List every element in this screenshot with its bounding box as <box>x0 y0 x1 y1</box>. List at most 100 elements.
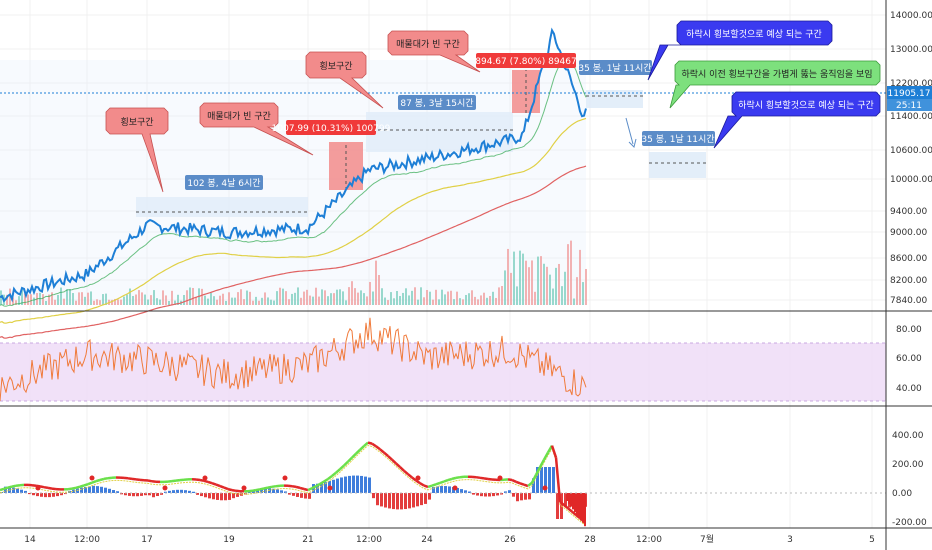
macd-hist-bar <box>444 486 447 493</box>
macd-hist-bar <box>384 493 387 508</box>
volume-bar <box>390 292 392 305</box>
macd-segment <box>550 445 558 458</box>
macd-hist-bar <box>364 476 367 493</box>
macd-hist-bar <box>32 493 35 496</box>
volume-bar <box>42 294 44 305</box>
volume-bar <box>387 300 389 305</box>
macd-segment <box>39 485 45 489</box>
macd-hist-bar <box>108 488 111 493</box>
volume-bar <box>120 299 122 305</box>
macd-segment <box>87 481 93 486</box>
volume-bar <box>396 291 398 305</box>
price-line <box>0 27 587 303</box>
volume-bar <box>360 290 362 305</box>
macd-hist-bar <box>356 475 359 493</box>
last-price-tag <box>887 86 932 99</box>
move-label-1-text: 1007.99 (10.31%) 100799 <box>272 124 391 134</box>
macd-hist-bar <box>504 491 507 493</box>
macd-segment <box>351 452 357 459</box>
volume-bar <box>474 296 476 305</box>
macd-segment <box>7 485 13 489</box>
volume-bar <box>513 251 515 305</box>
macd-hist-bar <box>572 493 574 510</box>
price-axis: 14000.00 13000.00 12200.00 11400.00 10600.00… <box>890 11 932 306</box>
volume-bar <box>447 291 449 305</box>
macd-segment <box>331 471 337 477</box>
volume-bar <box>432 299 434 305</box>
volume-bar <box>342 291 344 305</box>
volume-bar <box>48 294 50 305</box>
macd-hist-bar <box>152 493 155 498</box>
range-label-1-text: 102 봉, 4날 6시간 <box>187 178 260 189</box>
volume-bar <box>417 299 419 305</box>
volume-bar <box>528 267 530 305</box>
volume-bar <box>57 294 59 305</box>
volume-bar <box>483 292 485 305</box>
macd-segment <box>475 475 481 480</box>
volume-bar <box>174 300 176 305</box>
volume-bar <box>219 295 221 305</box>
last-price-text: 11905.17 <box>888 89 931 99</box>
macd-segment <box>299 486 305 491</box>
measure-lines <box>136 70 706 213</box>
volume-bar <box>162 290 164 305</box>
volume-bar <box>222 293 224 305</box>
volume-bar <box>372 291 374 305</box>
volume-bar <box>519 250 521 305</box>
volume-bar <box>348 287 350 305</box>
macd-segment <box>399 466 405 472</box>
macd-segment <box>435 481 441 486</box>
macd-hist-bar <box>104 487 107 493</box>
volume-bar <box>561 286 563 305</box>
volume-bar <box>516 286 518 305</box>
macd-segment <box>51 487 57 491</box>
volume-bar <box>264 292 266 305</box>
volume-bar <box>237 292 239 305</box>
macd-hist-bar <box>12 487 15 493</box>
macd-hist-bar <box>28 493 31 495</box>
volume-bar <box>54 299 56 305</box>
macd-hist-bar <box>566 493 568 501</box>
macd-hist-bar <box>570 493 572 507</box>
price-tick-label: 7840.00 <box>890 296 927 306</box>
macd-hist-bar <box>216 493 219 500</box>
callout-sell-wall-2-text: 매물대가 빈 구간 <box>396 39 460 50</box>
price-tick-label: 9400.00 <box>890 207 927 217</box>
macd-segment <box>211 482 217 486</box>
macd-segment <box>263 486 269 490</box>
callout-consolidation-2: 횡보구간 <box>305 51 384 109</box>
macd-hist-bar <box>300 493 303 498</box>
macd-segment <box>391 458 397 465</box>
macd-segment <box>99 477 105 482</box>
volume-bar <box>477 299 479 305</box>
callout-forecast-2-text: 하락시 이전 횡보구간을 가볍게 뚫는 움직임을 보임 <box>681 68 872 80</box>
volume-bar <box>411 290 413 305</box>
macd-hist-bar <box>224 493 227 501</box>
macd-hist-bar <box>272 488 275 493</box>
macd-segment <box>530 474 538 484</box>
volume-bar <box>72 293 74 305</box>
countdown-tag <box>887 99 932 111</box>
ma-mid-line <box>0 117 587 324</box>
macd-hist-bar <box>536 467 539 493</box>
macd-hist-bar <box>136 493 139 497</box>
volume-bar <box>114 298 116 305</box>
macd-hist-bar <box>20 489 23 493</box>
time-tick-label: 26 <box>504 535 516 545</box>
macd-hist-bar <box>516 493 519 502</box>
macd-hist-bar <box>80 487 83 493</box>
macd-hist-bar <box>448 486 451 493</box>
volume-bar <box>450 290 452 305</box>
volume-bar <box>423 297 425 305</box>
macd-segment <box>223 486 229 491</box>
volume-bar <box>273 300 275 305</box>
volume-bar <box>84 296 86 305</box>
volume-bar <box>459 298 461 305</box>
macd-segment <box>271 484 277 489</box>
macd-hist-bar <box>396 493 399 510</box>
macd-hist-bar <box>512 493 515 497</box>
macd-hist-bar <box>568 493 570 504</box>
volume-bar <box>270 299 272 305</box>
volume-bar <box>549 274 551 305</box>
